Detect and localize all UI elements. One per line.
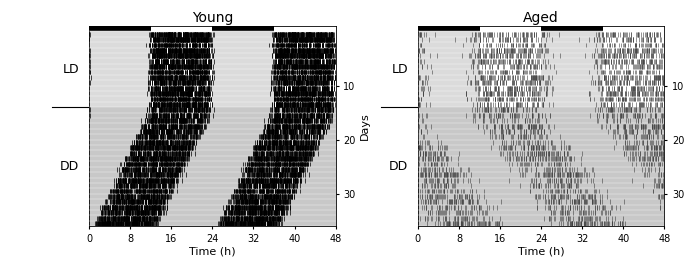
Title: Young: Young bbox=[192, 11, 233, 25]
X-axis label: Time (h): Time (h) bbox=[518, 247, 564, 257]
Title: Aged: Aged bbox=[523, 11, 559, 25]
Text: DD: DD bbox=[60, 160, 79, 173]
X-axis label: Time (h): Time (h) bbox=[189, 247, 236, 257]
Text: LD: LD bbox=[62, 63, 79, 76]
Text: LD: LD bbox=[391, 63, 408, 76]
Y-axis label: Days: Days bbox=[360, 112, 370, 140]
Text: DD: DD bbox=[388, 160, 408, 173]
